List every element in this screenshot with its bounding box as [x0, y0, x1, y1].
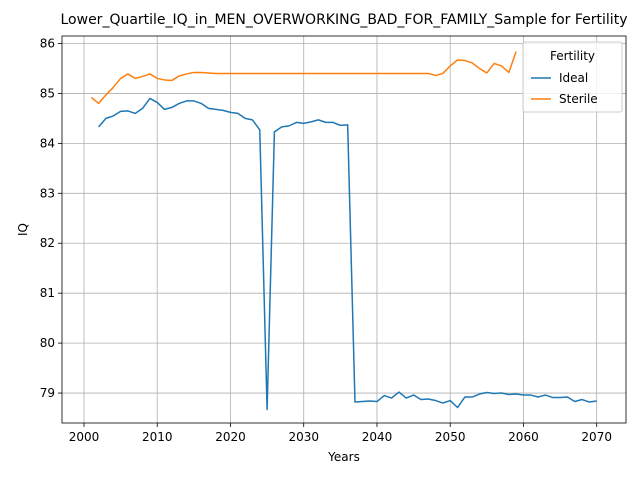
y-axis-label: IQ — [16, 223, 30, 236]
x-tick-label: 2000 — [69, 430, 100, 444]
y-tick-label: 84 — [40, 136, 55, 150]
series-lines — [91, 51, 596, 409]
legend-label-sterile: Sterile — [559, 92, 598, 106]
x-axis-label: Years — [327, 450, 360, 464]
x-tick-label: 2030 — [288, 430, 319, 444]
y-tick-label: 81 — [40, 286, 55, 300]
y-tick-label: 79 — [40, 386, 55, 400]
x-tick-label: 2040 — [362, 430, 393, 444]
x-tick-label: 2020 — [215, 430, 246, 444]
x-tick-label: 2010 — [142, 430, 173, 444]
y-tick-label: 83 — [40, 186, 55, 200]
x-tick-label: 2070 — [581, 430, 612, 444]
y-tick-label: 85 — [40, 86, 55, 100]
chart-title: Lower_Quartile_IQ_in_MEN_OVERWORKING_BAD… — [61, 12, 628, 28]
y-tick-label: 82 — [40, 236, 55, 250]
legend-label-ideal: Ideal — [559, 71, 588, 85]
y-tick-label: 80 — [40, 336, 55, 350]
series-line-ideal — [99, 98, 597, 409]
legend-title: Fertility — [550, 49, 595, 63]
y-tick-label: 86 — [40, 36, 55, 50]
legend: Fertility Ideal Sterile — [523, 42, 622, 112]
x-axis-ticks: 2000 2010 2020 2030 2040 2050 2060 2070 — [69, 423, 612, 444]
x-tick-label: 2060 — [508, 430, 539, 444]
y-axis-ticks: 79 80 81 82 83 84 85 86 — [40, 36, 62, 400]
x-tick-label: 2050 — [435, 430, 466, 444]
